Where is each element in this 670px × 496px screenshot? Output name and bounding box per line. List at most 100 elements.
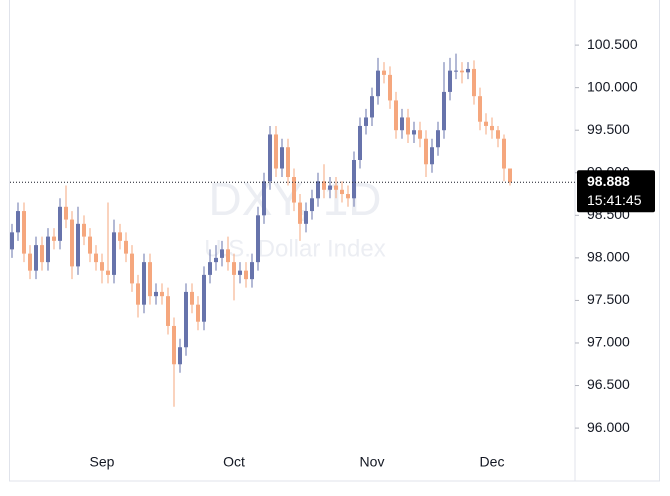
candle-body [106,270,110,275]
candle-body [22,211,26,254]
candle-body [94,253,98,263]
candle-body [142,262,146,305]
candle-body [292,177,296,203]
candle-body [430,147,434,165]
y-tick-label: 97.000 [587,334,630,350]
candle-body [154,291,158,297]
candle-body [502,138,506,169]
candle-body [52,236,56,241]
candle-body [76,223,80,267]
candle-body [124,240,128,254]
candle-body [172,325,176,365]
candle-body [382,70,386,75]
candle-body [454,70,458,72]
candle-body [418,130,422,139]
candle-body [46,236,50,263]
candle-body [238,270,242,275]
y-tick-label: 100.000 [587,78,638,94]
y-tick-label: 98.000 [587,249,630,265]
candle-body [412,130,416,135]
candle-body [274,134,278,169]
candle-body [178,347,182,365]
candle-body [436,130,440,148]
candle-body [184,291,188,348]
price-tag-countdown: 15:41:45 [587,192,642,208]
candle-body [280,147,284,169]
candle-body [358,125,362,160]
candle-body [232,262,236,275]
watermark-subtitle: U.S. Dollar Index [204,235,385,262]
candle-body [400,117,404,131]
candle-body [202,274,206,322]
candle-body [298,202,302,224]
candle-body [442,91,446,131]
plot-border [9,0,660,482]
candle-body [130,253,134,284]
candle-body [424,138,428,165]
candle-body [118,232,122,241]
candle-body [196,304,200,322]
candle-body [376,70,380,97]
candle-body [100,262,104,271]
x-tick-label: Oct [223,454,245,470]
y-tick-label: 97.500 [587,291,630,307]
candle-body [40,245,44,263]
candle-body [244,270,248,280]
candle-body [370,96,374,118]
candle-body [304,211,308,224]
candle-body [58,206,62,241]
candle-body [190,291,194,305]
y-tick-label: 96.500 [587,376,630,392]
price-tag-value: 98.888 [587,173,630,189]
price-tag [577,170,655,213]
candle-body [448,70,452,92]
candle-body [268,134,272,182]
x-tick-label: Sep [90,454,115,470]
candle-body [148,262,152,297]
candle-body [256,215,260,263]
candle-body [214,257,218,263]
candle-body [460,70,464,73]
x-tick-label: Nov [360,454,385,470]
x-tick-label: Dec [480,454,505,470]
candle-body [208,262,212,275]
candle-body [496,130,500,139]
candle-body [406,117,410,135]
candle-body [64,206,68,220]
candle-body [286,147,290,178]
candle-body [466,68,470,73]
candle-body [346,194,350,199]
candle-body [388,74,392,101]
y-tick-label: 100.500 [587,36,638,52]
candle-body [364,117,368,126]
candle-body [328,185,332,190]
candle-body [484,121,488,126]
candle-body [508,168,512,183]
candle-body [316,181,320,199]
candle-body [250,262,254,280]
candle-body [334,185,338,190]
y-tick-label: 96.000 [587,419,630,435]
candle-body [28,253,32,271]
candle-body [88,236,92,254]
candle-body [136,283,140,305]
candle-body [160,291,164,297]
y-tick-label: 99.500 [587,121,630,137]
candle-body [112,232,116,275]
candle-body [322,181,326,190]
candle-body [352,160,356,199]
candle-body [340,189,344,195]
candle-body [490,125,494,131]
candle-body [10,232,14,250]
candle-body [166,296,170,326]
candle-body [478,96,482,122]
candle-body [34,245,38,271]
candle-body [472,68,476,97]
candle-body [262,181,266,216]
candle-body [394,100,398,131]
candle-body [220,249,224,258]
candle-body [16,211,20,233]
candle-body [82,223,86,237]
candle-body [226,249,230,263]
